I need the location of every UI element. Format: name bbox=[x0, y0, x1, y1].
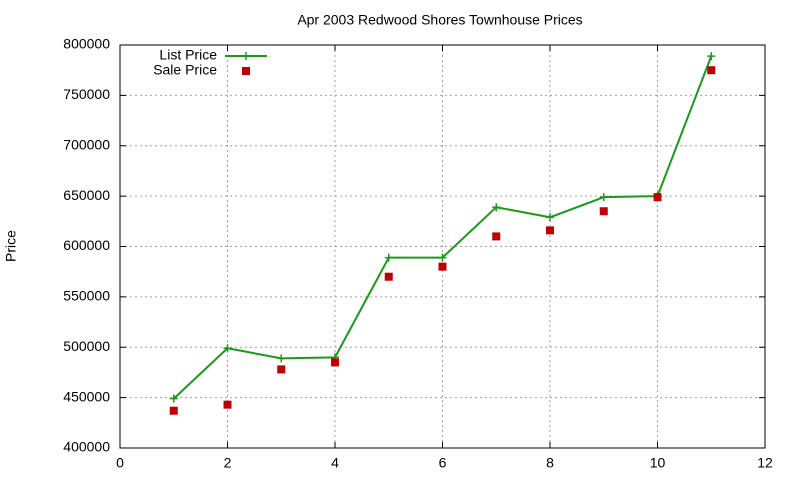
x-tick-label: 2 bbox=[224, 455, 232, 471]
legend-swatch bbox=[242, 67, 250, 75]
plot-border bbox=[119, 44, 766, 449]
point bbox=[492, 232, 501, 241]
point bbox=[599, 193, 608, 202]
x-tick-label: 4 bbox=[331, 455, 339, 471]
y-tick-label: 600000 bbox=[63, 237, 110, 253]
y-tick-label: 650000 bbox=[63, 187, 110, 203]
y-tick-label: 550000 bbox=[63, 288, 110, 304]
point bbox=[546, 213, 554, 222]
y-tick-label: 450000 bbox=[63, 388, 110, 404]
x-tick-label: 12 bbox=[757, 455, 773, 471]
point bbox=[384, 253, 393, 262]
legend-label: Sale Price bbox=[153, 62, 217, 78]
legend-swatch bbox=[242, 52, 250, 60]
legend-label: List Price bbox=[159, 47, 217, 63]
y-tick-label: 700000 bbox=[63, 136, 110, 152]
y-tick-label: 750000 bbox=[63, 86, 110, 102]
point bbox=[438, 253, 447, 262]
point bbox=[277, 365, 286, 374]
point bbox=[331, 358, 339, 367]
y-tick-label: 800000 bbox=[63, 36, 110, 52]
point bbox=[653, 193, 662, 202]
point bbox=[169, 406, 178, 415]
x-tick-label: 0 bbox=[116, 455, 124, 471]
point bbox=[546, 226, 554, 235]
point bbox=[707, 52, 716, 61]
y-tick-label: 400000 bbox=[63, 439, 110, 455]
point bbox=[707, 66, 716, 75]
point bbox=[223, 344, 232, 353]
point bbox=[438, 262, 447, 271]
chart-title: Apr 2003 Redwood Shores Townhouse Prices bbox=[297, 12, 582, 28]
point bbox=[223, 400, 232, 409]
y-tick-label: 500000 bbox=[63, 338, 110, 354]
point bbox=[492, 203, 501, 212]
point bbox=[277, 354, 286, 363]
x-tick-label: 8 bbox=[546, 455, 554, 471]
y-axis-label: Price bbox=[3, 230, 19, 262]
x-tick-label: 10 bbox=[650, 455, 666, 471]
point bbox=[599, 207, 608, 216]
x-tick-label: 6 bbox=[439, 455, 447, 471]
point bbox=[384, 272, 393, 281]
point bbox=[169, 394, 178, 403]
